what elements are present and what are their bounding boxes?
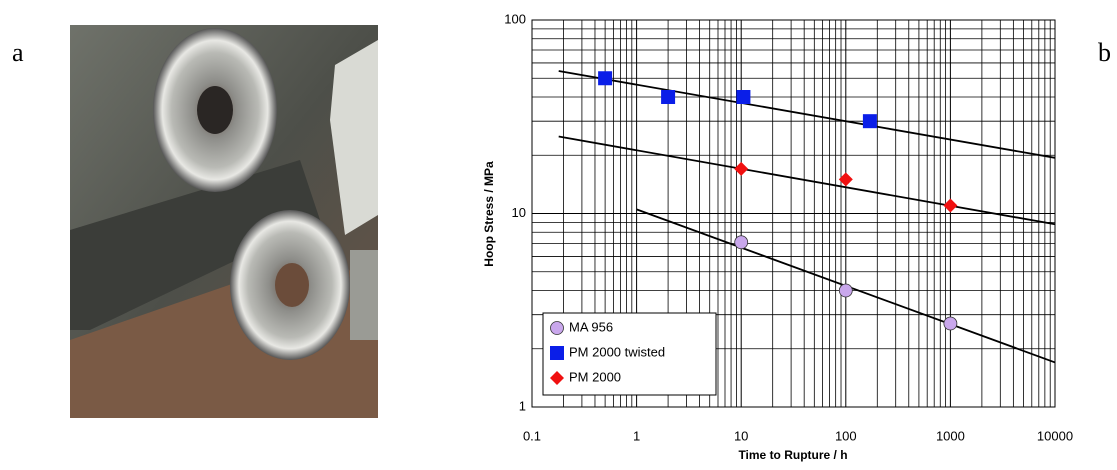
- legend-box: [542, 312, 717, 396]
- x-tick-label: 1000: [936, 428, 965, 443]
- x-tick-label: 10000: [1037, 428, 1073, 443]
- legend-marker: [550, 321, 564, 335]
- panel-label: a: [12, 38, 24, 67]
- legend-label: MA 956: [569, 319, 613, 334]
- y-tick-label: 1: [519, 398, 526, 413]
- legend-label: PM 2000: [569, 369, 621, 384]
- legend: MA 956 PM 2000 twisted PM 2000: [542, 312, 717, 396]
- x-tick-label: 1: [633, 428, 640, 443]
- legend-marker: [550, 371, 564, 385]
- data-point: [862, 114, 877, 129]
- panel-label: b: [1098, 38, 1111, 67]
- data-point: [838, 172, 853, 187]
- x-tick-label: 0.1: [523, 428, 541, 443]
- legend-label: PM 2000 twisted: [569, 344, 665, 359]
- x-axis-label: Time to Rupture / h: [738, 448, 847, 462]
- data-point: [734, 235, 749, 250]
- y-tick-label: 10: [512, 205, 526, 220]
- data-point: [736, 90, 751, 105]
- data-point: [734, 161, 749, 176]
- data-point: [598, 71, 613, 86]
- trend-line: [558, 135, 1056, 226]
- data-point: [661, 90, 676, 105]
- data-point: [838, 283, 853, 298]
- x-tick-label: 10: [734, 428, 748, 443]
- y-axis-label: Hoop Stress / MPa: [482, 161, 496, 267]
- photo: [70, 25, 378, 418]
- legend-marker: [550, 346, 564, 360]
- x-tick-label: 100: [835, 428, 857, 443]
- data-point: [943, 198, 958, 213]
- y-tick-label: 100: [504, 11, 526, 26]
- data-point: [943, 316, 958, 331]
- trend-line: [558, 70, 1056, 159]
